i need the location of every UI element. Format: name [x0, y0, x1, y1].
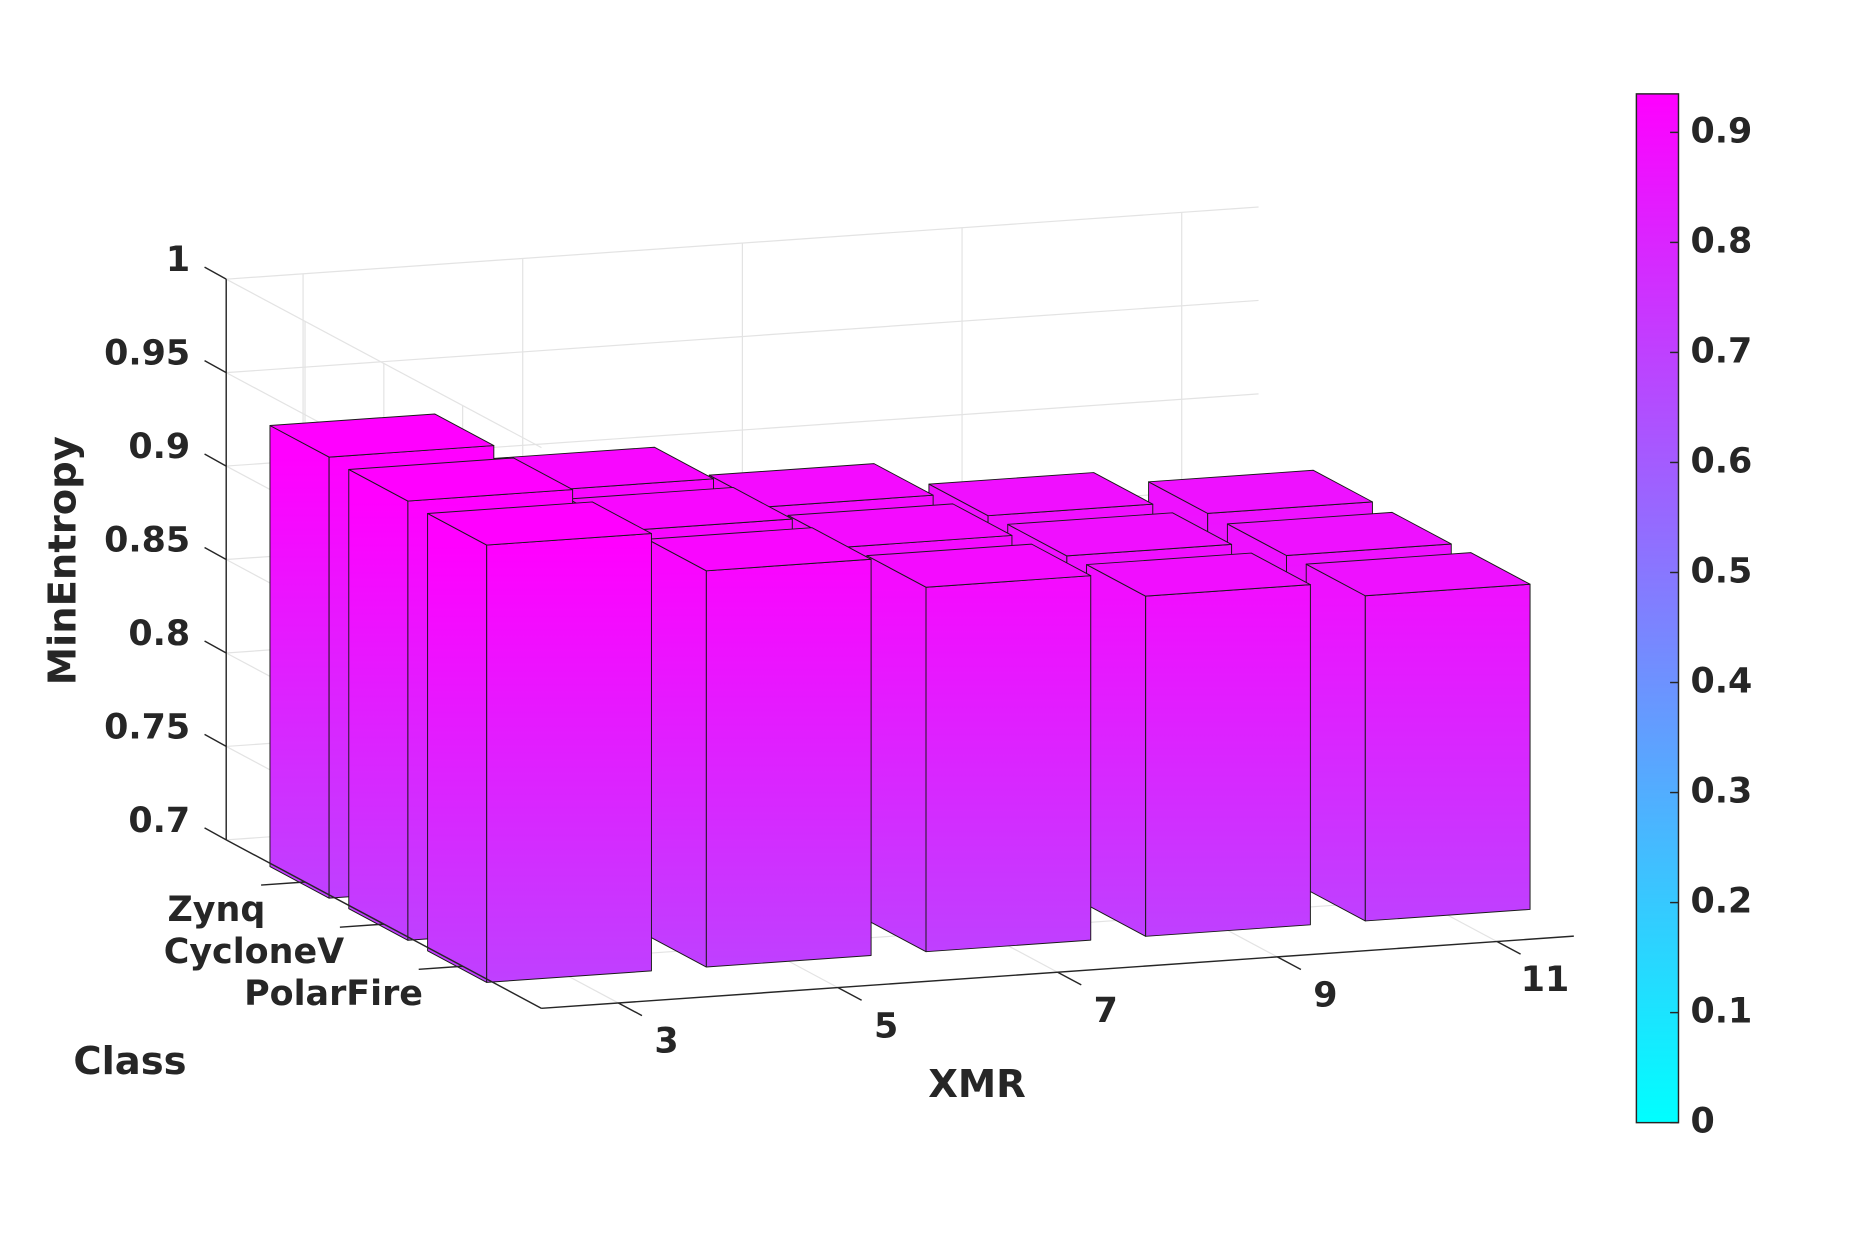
z-tick: [204, 453, 227, 467]
x-tick: [837, 986, 862, 1001]
colorbar-tick-label: 0.2: [1691, 882, 1753, 922]
z-tick: [204, 640, 227, 654]
z-tick-label: 0.9: [128, 427, 190, 467]
bar-top: [348, 457, 574, 502]
z-tick-label: 1: [166, 240, 190, 280]
colorbar-tick-label: 0: [1691, 1102, 1715, 1142]
bar-top: [1148, 469, 1373, 514]
x-tick: [1276, 956, 1302, 971]
x-tick-label: 7: [1094, 991, 1118, 1031]
class-tick: [339, 923, 384, 928]
bar-side: [269, 425, 330, 899]
bar-side: [646, 538, 707, 968]
bar-side: [1305, 563, 1366, 922]
bar-top: [1226, 511, 1452, 556]
colorbar: [1635, 93, 1680, 1124]
class-tick: [418, 965, 463, 971]
colorbar-tick-label: 0.4: [1691, 662, 1753, 702]
bar-top: [1086, 552, 1311, 597]
colorbar-tick-label: 0.1: [1691, 992, 1753, 1032]
x-tick-label: 5: [874, 1006, 898, 1046]
colorbar-tick-label: 0.9: [1691, 111, 1753, 151]
bar-top: [928, 472, 1154, 517]
bar-front: [705, 558, 872, 968]
z-tick-label: 0.75: [104, 707, 190, 747]
colorbar-tick-label: 0.7: [1691, 331, 1753, 371]
bar-side: [348, 468, 409, 941]
bar-top: [866, 543, 1092, 588]
bar-side: [866, 555, 927, 953]
class-tick-label: CycloneV: [164, 932, 344, 972]
z-tick: [204, 546, 227, 561]
bar-top: [1007, 512, 1233, 557]
class-tick: [261, 881, 306, 886]
bar-top: [427, 501, 652, 546]
bar-front: [486, 533, 652, 983]
z-tick: [204, 359, 227, 374]
colorbar-tick-label: 0.8: [1691, 221, 1753, 261]
class-tick-label: PolarFire: [244, 974, 423, 1014]
bar-top: [646, 527, 872, 572]
x-tick: [1057, 971, 1082, 986]
colorbar-tick-label: 0.5: [1691, 552, 1753, 592]
z-tick-label: 0.85: [104, 520, 190, 560]
z-tick: [204, 827, 227, 841]
x-tick-label: 9: [1313, 976, 1337, 1016]
bar-front: [1145, 584, 1311, 937]
x-axis-label: XMR: [928, 1062, 1026, 1107]
bar-front: [1364, 583, 1531, 922]
z-tick: [204, 266, 227, 280]
x-tick-label: 3: [654, 1022, 678, 1062]
z-tick-label: 0.8: [128, 614, 190, 654]
colorbar-tick-label: 0.6: [1691, 441, 1753, 481]
bar-front: [925, 575, 1092, 953]
bar-top: [1305, 552, 1531, 597]
colorbar-tick-label: 0.3: [1691, 772, 1753, 812]
z-tick-label: 0.95: [104, 334, 190, 374]
class-tick-label: Zynq: [167, 890, 265, 930]
bar-side: [1086, 564, 1147, 937]
z-tick: [204, 733, 227, 748]
class-axis-label: Class: [73, 1039, 186, 1084]
x-tick-label: 11: [1521, 960, 1570, 1000]
x-tick: [617, 1002, 643, 1017]
z-axis-label: MinEntropy: [40, 436, 85, 685]
z-tick-label: 0.7: [128, 801, 190, 841]
bar-top: [269, 413, 495, 458]
bar-side: [427, 512, 488, 983]
x-tick: [1496, 940, 1521, 955]
